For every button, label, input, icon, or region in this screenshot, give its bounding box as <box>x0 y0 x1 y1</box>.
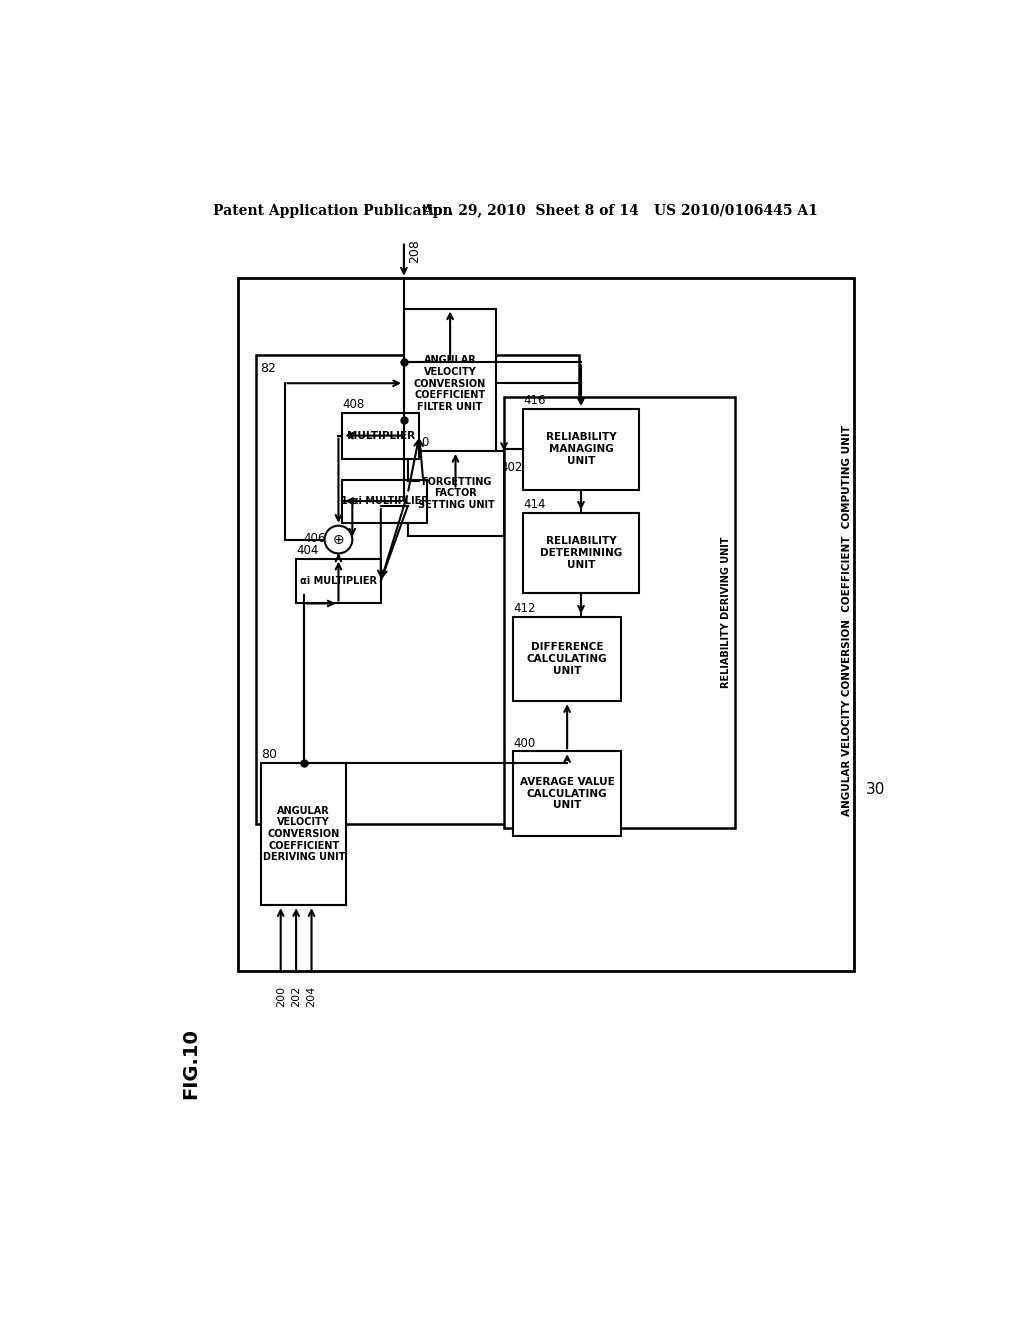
Bar <box>256 355 580 825</box>
Text: DIFFERENCE
CALCULATING
UNIT: DIFFERENCE CALCULATING UNIT <box>526 643 607 676</box>
Text: RELIABILITY DERIVING UNIT: RELIABILITY DERIVING UNIT <box>721 537 731 689</box>
Bar <box>513 616 621 701</box>
Text: Apr. 29, 2010  Sheet 8 of 14: Apr. 29, 2010 Sheet 8 of 14 <box>422 203 638 218</box>
Text: RELIABILITY
MANAGING
UNIT: RELIABILITY MANAGING UNIT <box>546 433 616 466</box>
Text: ANGULAR VELOCITY CONVERSION  COEFFICIENT  COMPUTING UNIT: ANGULAR VELOCITY CONVERSION COEFFICIENT … <box>842 425 852 816</box>
Text: RELIABILITY
DETERMINING
UNIT: RELIABILITY DETERMINING UNIT <box>540 536 623 570</box>
Text: MULTIPLIER: MULTIPLIER <box>347 430 415 441</box>
Text: 410: 410 <box>408 437 430 449</box>
Bar <box>523 409 639 490</box>
Text: 30: 30 <box>866 783 886 797</box>
Text: 412: 412 <box>513 602 536 615</box>
Text: 414: 414 <box>523 498 546 511</box>
Text: FORGETTING
FACTOR
SETTING UNIT: FORGETTING FACTOR SETTING UNIT <box>418 477 495 510</box>
Bar <box>504 397 735 829</box>
Text: 1-αi MULTIPLIER: 1-αi MULTIPLIER <box>341 496 428 507</box>
Text: 204: 204 <box>306 986 316 1007</box>
Bar <box>523 512 639 594</box>
Bar <box>342 412 419 459</box>
Bar <box>342 480 427 523</box>
Text: 82: 82 <box>260 362 275 375</box>
Text: 408: 408 <box>342 397 365 411</box>
Text: 208: 208 <box>408 239 421 263</box>
Text: AVERAGE VALUE
CALCULATING
UNIT: AVERAGE VALUE CALCULATING UNIT <box>520 777 614 810</box>
Text: 200: 200 <box>275 986 286 1007</box>
Text: Patent Application Publication: Patent Application Publication <box>213 203 453 218</box>
Text: ⊕: ⊕ <box>333 532 344 546</box>
Text: 80: 80 <box>261 748 278 762</box>
Bar <box>408 451 504 536</box>
Bar <box>296 558 381 603</box>
Text: 406: 406 <box>304 532 327 545</box>
Text: 202: 202 <box>291 986 301 1007</box>
Text: 402: 402 <box>500 461 522 474</box>
Text: 400: 400 <box>513 737 536 750</box>
Bar <box>261 763 346 906</box>
Text: US 2010/0106445 A1: US 2010/0106445 A1 <box>654 203 818 218</box>
Bar <box>403 309 497 459</box>
Text: ANGULAR
VELOCITY
CONVERSION
COEFFICIENT
DERIVING UNIT: ANGULAR VELOCITY CONVERSION COEFFICIENT … <box>262 807 345 862</box>
Text: 404: 404 <box>296 544 318 557</box>
Text: αi MULTIPLIER: αi MULTIPLIER <box>300 576 377 586</box>
Bar <box>239 277 854 970</box>
Text: ANGULAR
VELOCITY
CONVERSION
COEFFICIENT
FILTER UNIT: ANGULAR VELOCITY CONVERSION COEFFICIENT … <box>414 355 486 412</box>
Circle shape <box>325 525 352 553</box>
Text: 416: 416 <box>523 395 546 407</box>
Bar <box>513 751 621 836</box>
Text: FIG.10: FIG.10 <box>181 1028 200 1098</box>
